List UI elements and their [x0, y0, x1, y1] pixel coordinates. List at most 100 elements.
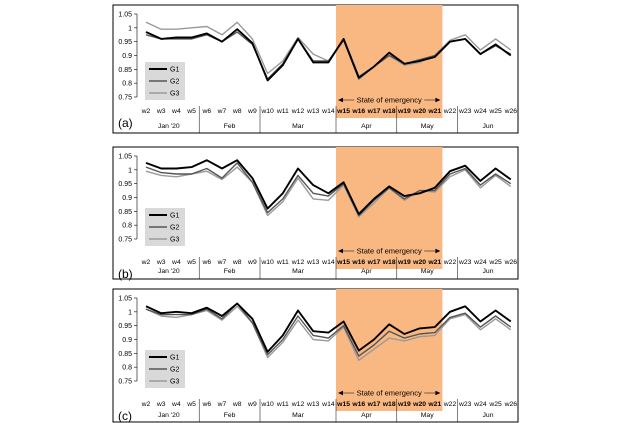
month-label: Feb [224, 268, 236, 275]
x-tick-label: w19 [397, 401, 411, 408]
emergency-arrowhead-left [338, 97, 343, 103]
x-tick-label: w19 [397, 108, 411, 115]
x-tick-label: w17 [367, 108, 381, 115]
x-tick-label: w7 [217, 108, 227, 115]
legend-label-g1: G1 [170, 67, 179, 74]
x-tick-label: w24 [473, 259, 487, 266]
month-label: Mar [292, 123, 304, 130]
x-tick-label: w23 [458, 108, 472, 115]
x-tick-label: w21 [427, 401, 441, 408]
x-tick-label: w11 [276, 259, 289, 266]
x-tick-label: w10 [260, 108, 274, 115]
x-tick-label: w8 [232, 401, 242, 408]
series-line-g2 [145, 162, 512, 217]
x-tick-label: w20 [412, 108, 426, 115]
y-tick-label: 0.85 [118, 209, 132, 216]
y-tick-label: 0.95 [118, 39, 132, 46]
x-tick-label: w4 [171, 108, 181, 115]
legend-label-g1: G1 [170, 213, 179, 220]
x-tick-label: w18 [382, 108, 396, 115]
chart-panel-1: 0.75 0.8 0.85 0.9 0.95 1 1.05 G1 G2 G3 State of em… [112, 4, 519, 134]
legend-label-g2: G2 [170, 225, 179, 232]
x-tick-label: w14 [321, 108, 335, 115]
x-tick-label: w11 [276, 401, 289, 408]
x-tick-label: w25 [488, 401, 502, 408]
x-tick-label: w2 [141, 401, 151, 408]
emergency-arrowhead-right [435, 248, 441, 254]
x-tick-label: w8 [232, 259, 242, 266]
month-label: Apr [361, 123, 372, 130]
legend-label-g1: G1 [170, 355, 179, 362]
y-tick-label: 0.75 [118, 95, 132, 102]
panel-label: (a) [118, 116, 133, 130]
series-line-g1 [145, 302, 512, 353]
month-label: Jun [483, 412, 494, 419]
emergency-arrowhead-left [338, 390, 343, 396]
y-tick-label: 0.8 [122, 365, 132, 372]
x-tick-label: w25 [488, 259, 502, 266]
y-tick-label: 1.05 [118, 154, 132, 161]
y-tick-label: 0.85 [118, 351, 132, 358]
y-tick-label: 0.9 [122, 337, 132, 344]
panel-label: (b) [118, 267, 133, 281]
month-label: Mar [292, 412, 304, 419]
x-tick-label: w2 [141, 259, 151, 266]
x-tick-label: w15 [336, 401, 350, 408]
emergency-label: State of emergency [357, 389, 422, 398]
y-tick-label: 1 [128, 167, 132, 174]
x-tick-label: w7 [217, 259, 227, 266]
x-tick-label: w10 [260, 401, 274, 408]
y-tick-label: 0.8 [122, 223, 132, 230]
chart-panel-3: 0.75 0.8 0.85 0.9 0.95 1 1.05 G1 G2 G3 State of em… [112, 288, 519, 423]
month-label: Jan '20 [158, 268, 180, 275]
x-tick-label: w3 [156, 259, 166, 266]
y-tick-label: 0.9 [122, 53, 132, 60]
x-tick-label: w6 [201, 401, 211, 408]
x-tick-label: w19 [397, 259, 411, 266]
x-tick-label: w16 [351, 259, 365, 266]
x-tick-label: w8 [232, 108, 242, 115]
x-tick-label: w22 [443, 401, 457, 408]
panel-frame [112, 288, 519, 423]
month-label: Apr [361, 412, 372, 419]
panel-label: (c) [118, 409, 132, 423]
series-line-g1 [145, 159, 512, 216]
x-tick-label: w13 [306, 259, 320, 266]
x-tick-label: w21 [427, 108, 441, 115]
x-tick-label: w12 [291, 259, 305, 266]
x-tick-label: w13 [306, 401, 320, 408]
x-tick-label: w21 [427, 259, 441, 266]
month-label: Feb [224, 123, 236, 130]
legend-label-g3: G3 [170, 379, 179, 386]
month-label: May [421, 412, 434, 419]
x-tick-label: w6 [201, 108, 211, 115]
x-tick-label: w23 [458, 259, 472, 266]
x-tick-label: w11 [276, 108, 289, 115]
x-tick-label: w5 [186, 259, 196, 266]
y-tick-label: 1.05 [118, 12, 132, 19]
month-label: Feb [224, 412, 236, 419]
x-tick-label: w14 [321, 259, 335, 266]
series-line-g3 [145, 166, 512, 218]
x-tick-label: w22 [443, 259, 457, 266]
x-tick-label: w22 [443, 108, 457, 115]
chart-panel-2: 0.75 0.8 0.85 0.9 0.95 1 1.05 G1 G2 G3 State of em… [112, 146, 519, 281]
x-tick-label: w17 [367, 259, 381, 266]
y-tick-label: 0.75 [118, 379, 132, 386]
y-tick-label: 0.85 [118, 67, 132, 74]
emergency-arrowhead-left [338, 248, 343, 254]
month-label: Jan '20 [158, 123, 180, 130]
month-label: May [421, 123, 434, 130]
x-tick-label: w23 [458, 401, 472, 408]
month-label: Apr [361, 268, 372, 275]
x-tick-label: w9 [247, 401, 257, 408]
emergency-label: State of emergency [357, 247, 422, 256]
x-tick-label: w4 [171, 259, 181, 266]
x-tick-label: w15 [336, 259, 350, 266]
y-tick-label: 1 [128, 25, 132, 32]
x-tick-label: w18 [382, 259, 396, 266]
y-tick-label: 0.8 [122, 81, 132, 88]
month-label: Jun [483, 123, 494, 130]
series-line-g2 [145, 302, 512, 357]
